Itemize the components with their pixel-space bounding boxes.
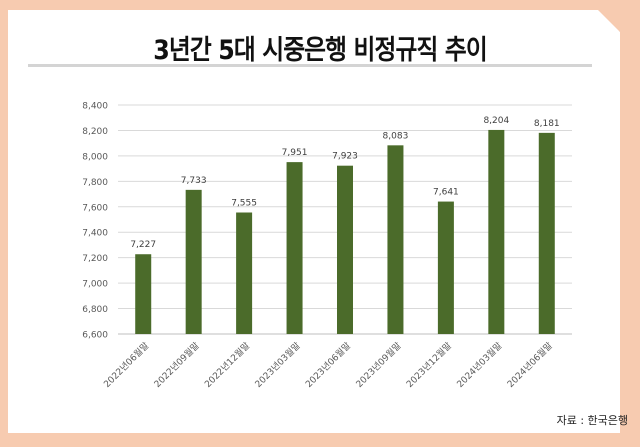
y-tick-label: 7,400 <box>82 229 108 239</box>
bar <box>135 254 152 334</box>
x-tick-label: 2022년09월말 <box>151 340 201 390</box>
chart-card <box>8 10 620 433</box>
data-label: 7,923 <box>332 152 358 162</box>
title-divider <box>28 64 592 67</box>
data-label: 7,227 <box>130 240 156 250</box>
data-label: 7,641 <box>433 188 459 198</box>
y-tick-label: 6,600 <box>82 331 108 341</box>
data-label: 8,204 <box>483 116 509 126</box>
bar <box>337 165 353 334</box>
x-tick-label: 2023년06월말 <box>303 340 353 390</box>
bar <box>185 189 202 334</box>
y-tick-label: 7,200 <box>82 254 108 264</box>
y-tick-label: 7,800 <box>82 178 108 188</box>
page-title: 3년간 5대 시중은행 비정규직 추이 <box>153 35 487 66</box>
y-tick-label: 7,000 <box>82 280 108 290</box>
bar <box>437 201 454 334</box>
bar <box>538 132 555 334</box>
y-tick-label: 8,200 <box>82 127 108 137</box>
data-label: 8,181 <box>534 119 560 129</box>
x-tick-label: 2024년06월말 <box>505 340 555 390</box>
data-label: 7,555 <box>231 199 257 209</box>
x-tick-label: 2023년03월말 <box>252 340 302 390</box>
y-tick-label: 8,400 <box>82 102 108 112</box>
data-label: 7,951 <box>282 148 308 158</box>
x-tick-label: 2022년06월말 <box>101 340 151 390</box>
y-tick-label: 8,000 <box>82 152 108 162</box>
y-tick-label: 6,800 <box>82 305 108 315</box>
bar <box>236 212 253 334</box>
x-tick-label: 2023년09월말 <box>353 340 403 390</box>
bar <box>488 129 505 334</box>
x-tick-label: 2023년12월말 <box>404 340 454 390</box>
bar <box>387 145 404 334</box>
data-label: 8,083 <box>383 131 409 141</box>
y-tick-label: 7,600 <box>82 203 108 213</box>
x-tick-label: 2022년12월말 <box>202 340 252 390</box>
x-tick-label: 2024년03월말 <box>454 340 504 390</box>
bar <box>286 162 303 334</box>
source-note: 자료 : 한국은행 <box>556 414 628 427</box>
data-label: 7,733 <box>181 176 207 186</box>
